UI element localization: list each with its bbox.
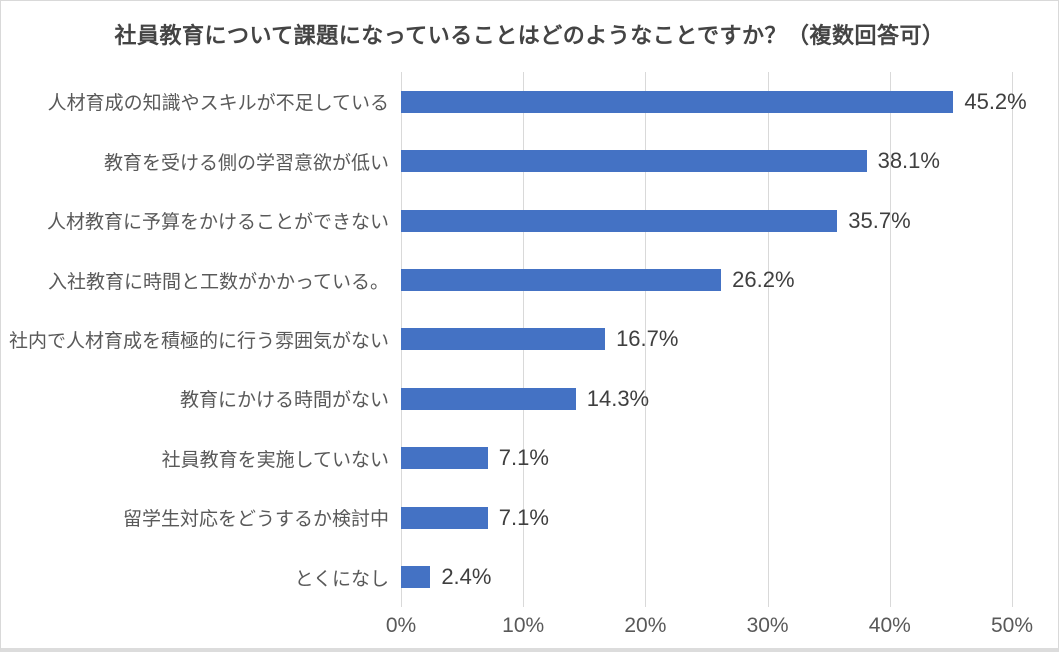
- category-label: 人材教育に予算をかけることができない: [46, 212, 389, 234]
- value-label: 16.7%: [616, 326, 679, 352]
- category-label: 教育にかける時間がない: [179, 390, 389, 412]
- gridline-30pct: [767, 72, 769, 607]
- bar-track: 14.3%: [401, 369, 1012, 428]
- x-tick-label: 0%: [385, 614, 417, 637]
- bar-track: 7.1%: [401, 429, 1012, 488]
- bar: [401, 269, 722, 292]
- bar: [401, 506, 488, 529]
- x-tick-label: 20%: [624, 614, 667, 637]
- value-label: 26.2%: [732, 267, 795, 293]
- value-label: 7.1%: [498, 445, 549, 471]
- gridline-40pct: [889, 72, 891, 607]
- category-label: 入社教育に時間と工数がかかっている。: [47, 271, 389, 293]
- chart-title: 社員教育について課題になっていることはどのようなことですか？（複数回答可）: [114, 23, 945, 48]
- bar-track: 7.1%: [401, 488, 1012, 547]
- bar: [401, 566, 431, 589]
- x-tick-label: 10%: [502, 614, 545, 637]
- chart-rows: 人材育成の知識やスキルが不足している 45.2% 教育を受ける側の学習意欲が低い…: [1, 72, 1058, 607]
- bar-track: 35.7%: [401, 191, 1012, 250]
- value-label: 45.2%: [964, 88, 1027, 114]
- chart-row: 人材育成の知識やスキルが不足している 45.2%: [1, 72, 1058, 131]
- bar: [401, 209, 838, 232]
- bar: [401, 387, 576, 410]
- bar-track: 2.4%: [401, 548, 1012, 607]
- category-label: 人材育成の知識やスキルが不足している: [47, 93, 389, 115]
- gridline-20pct: [645, 72, 647, 607]
- bar-track: 38.1%: [401, 131, 1012, 190]
- value-label: 35.7%: [848, 207, 911, 233]
- x-axis: 0% 10% 20% 30% 40% 50%: [386, 614, 1033, 644]
- x-tick-label: 40%: [868, 614, 911, 637]
- chart-row: 社員教育を実施していない 7.1%: [1, 429, 1058, 488]
- x-tick-label: 50%: [990, 614, 1034, 637]
- chart-row: 留学生対応をどうするか検討中 7.1%: [1, 488, 1058, 547]
- chart-row: とくになし 2.4%: [1, 548, 1058, 607]
- chart-row: 入社教育に時間と工数がかかっている。 26.2%: [1, 250, 1058, 309]
- category-label: 留学生対応をどうするか検討中: [122, 509, 389, 531]
- bar: [401, 328, 606, 351]
- chart-row: 人材教育に予算をかけることができない 35.7%: [1, 191, 1058, 250]
- category-label: 教育を受ける側の学習意欲が低い: [103, 152, 389, 174]
- category-label: 社内で人材育成を積極的に行う雰囲気がない: [8, 330, 389, 352]
- bar: [401, 447, 488, 470]
- bar: [401, 150, 867, 173]
- bar-track: 26.2%: [401, 250, 1012, 309]
- value-label: 7.1%: [498, 504, 549, 530]
- bar-track: 16.7%: [401, 310, 1012, 369]
- chart-row: 社内で人材育成を積極的に行う雰囲気がない 16.7%: [1, 310, 1058, 369]
- bar: [401, 90, 954, 113]
- bar-track: 45.2%: [401, 72, 1027, 131]
- gridline-50pct: [1012, 72, 1013, 607]
- x-tick-label: 30%: [746, 614, 789, 637]
- value-label: 14.3%: [586, 385, 650, 411]
- category-label: 社員教育を実施していない: [161, 449, 389, 471]
- category-label: とくになし: [294, 568, 389, 590]
- value-label: 2.4%: [441, 564, 492, 590]
- value-label: 38.1%: [877, 148, 940, 174]
- chart-row: 教育を受ける側の学習意欲が低い 38.1%: [1, 131, 1058, 190]
- chart-row: 教育にかける時間がない 14.3%: [1, 369, 1058, 428]
